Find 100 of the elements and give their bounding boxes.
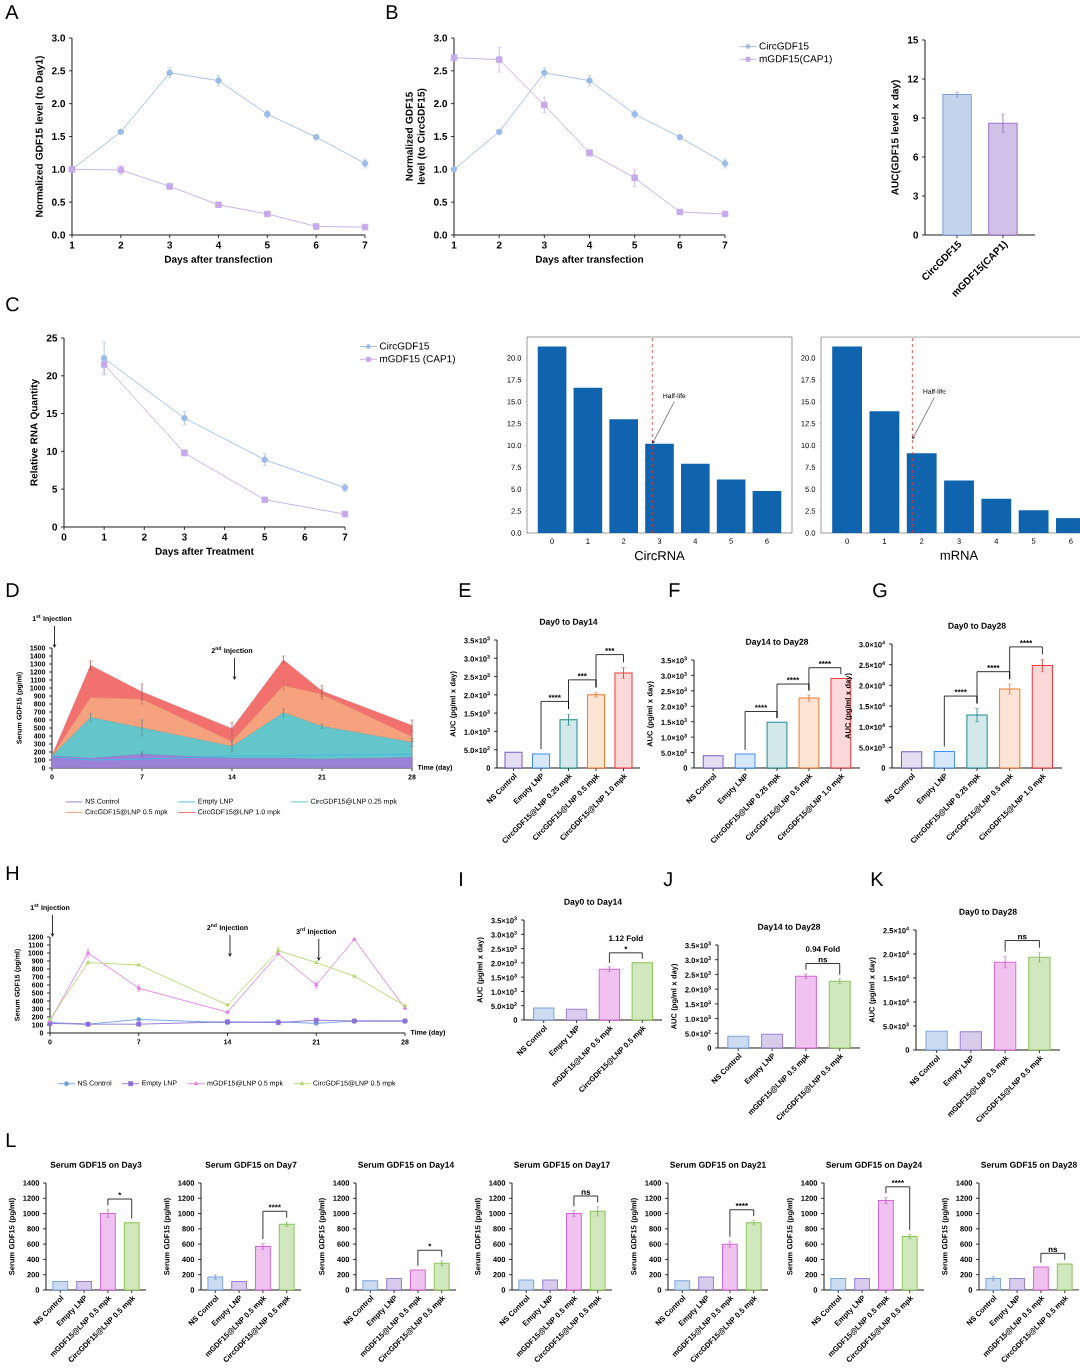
annotation: **** [268, 1204, 282, 1208]
annotation: **** [818, 661, 832, 664]
chart-title: Serum GDF15 on Day3 [50, 1161, 142, 1170]
annotation: * [428, 1243, 432, 1247]
legend-label: mGDF15 (CAP1) [380, 354, 455, 365]
annotation: **** [548, 694, 561, 698]
chart-title: Day0 to Day14 [564, 898, 623, 907]
chart-title: Serum GDF15 on Day7 [205, 1161, 297, 1170]
y-tick-label: 0.5 [51, 198, 66, 206]
chart-title: Serum GDF15 on Day24 [826, 1161, 923, 1170]
text: D [6, 583, 19, 597]
chart-title: Day0 to Day28 [948, 622, 1006, 631]
x-axis-title: Days after Treatment [155, 547, 254, 557]
x-tick-label: 2 [118, 241, 124, 249]
x-tick-label: 2 [141, 533, 147, 541]
y-tick-label: 5 [52, 485, 58, 493]
y-axis-title: AUC(GDF15 level x day) [891, 80, 901, 196]
x-tick-label: 4 [215, 241, 222, 249]
y-tick-label: 0 [52, 523, 58, 531]
text: F [669, 583, 680, 597]
chart-title: Serum GDF15 on Day14 [358, 1161, 455, 1170]
legend-label: CircGDF15 [759, 42, 809, 50]
annotation: **** [754, 704, 768, 708]
y-tick-label: 1.5 [434, 132, 448, 140]
annotation: **** [786, 677, 800, 681]
y-axis-title: Normalized GDF15 level (to Day1) [35, 56, 45, 217]
annotation: **** [735, 1203, 749, 1207]
x-tick-label: 2 [496, 241, 502, 249]
x-tick-label: 4 [221, 533, 228, 541]
x-tick-label: 1 [101, 533, 107, 541]
y-tick-label: 12 [907, 75, 919, 83]
x-axis-title: Days after transfection [535, 255, 644, 265]
y-axis-title: Relative RNA Quantity [30, 378, 40, 486]
y-tick-label: 0.0 [51, 231, 66, 239]
x-tick-label: 1 [69, 241, 75, 249]
y-tick-label: 1.0 [434, 165, 448, 173]
annotation: ns [581, 1190, 591, 1195]
y-tick-label: 25 [46, 334, 58, 342]
x-tick-label: 5 [632, 241, 638, 249]
x-tick-label: 7 [722, 241, 728, 249]
y-tick-label: 0 [913, 231, 919, 239]
y-tick-label: 0.5 [433, 198, 448, 206]
chart-title: Serum GDF15 on Day17 [514, 1161, 610, 1170]
x-tick-label: 5 [262, 533, 268, 541]
annotation: *** [605, 647, 615, 651]
x-tick-label: 3 [541, 241, 547, 249]
annotation: ns [818, 957, 828, 963]
x-tick-label: 7 [362, 241, 368, 249]
y-tick-label: 15 [907, 36, 919, 44]
annotation: **** [954, 689, 967, 693]
x-axis-title: mRNA [940, 550, 979, 560]
y-tick-label: 15 [46, 410, 58, 418]
text: **** [1019, 640, 1033, 644]
text: K [871, 872, 884, 886]
text: H [6, 866, 19, 880]
y-tick-label: 6 [913, 153, 919, 161]
legend-label: mGDF15(CAP1) [759, 54, 832, 65]
text: A [5, 5, 19, 19]
annotation: 1.12 Fold [609, 935, 643, 942]
x-tick-label: 4 [586, 241, 593, 249]
x-tick-label: 1 [451, 241, 457, 249]
y-tick-label: 0.0 [433, 231, 448, 239]
y-tick-label: 9 [913, 114, 919, 122]
x-axis-title: Days after transfection [164, 255, 273, 265]
chart-title: Day0 to Day28 [959, 908, 1017, 917]
legend-label: CircGDF15 [379, 342, 429, 350]
annotation: 0.94 Fold [805, 945, 840, 952]
y-tick-label: 3.0 [433, 34, 448, 42]
x-tick-label: 5 [264, 241, 270, 249]
text: L [6, 1133, 16, 1147]
text: E [459, 583, 471, 597]
text: C [6, 297, 19, 312]
text: I [460, 872, 462, 886]
x-tick-label: 3 [167, 241, 173, 249]
x-tick-label: 6 [313, 241, 319, 249]
annotation: * [624, 946, 628, 950]
y-tick-label: 1.5 [52, 132, 66, 140]
chart-title: Serum GDF15 on Day21 [670, 1161, 766, 1170]
annotation: ns [1048, 1247, 1058, 1253]
y-tick-label: 1.0 [52, 165, 66, 173]
y-tick-label: 2.0 [51, 100, 66, 108]
chart-title: Day14 to Day28 [758, 923, 821, 932]
y-tick-label: 2.5 [51, 67, 66, 75]
annotation: * [118, 1192, 122, 1196]
y-tick-label: 2.5 [433, 67, 448, 75]
y-tick-label: 2.0 [433, 100, 448, 108]
chart-title: Day14 to Day28 [746, 638, 809, 647]
annotation: **** [987, 664, 1000, 668]
x-tick-label: 7 [342, 533, 348, 541]
y-tick-label: 3 [913, 192, 919, 200]
x-axis-title: CircRNA [634, 550, 685, 561]
text: J [663, 872, 672, 887]
y-tick-label: 10 [46, 447, 58, 455]
y-tick-label: 20 [46, 372, 58, 380]
annotation: ns [1018, 934, 1027, 940]
annotation: **** [891, 1180, 905, 1184]
text: B [386, 5, 398, 19]
y-axis-title: Normalized GDF15 level (to CircGDF15) [405, 88, 427, 185]
chart-title: Day0 to Day14 [540, 618, 598, 627]
chart-title: Serum GDF15 on Day28 [981, 1161, 1077, 1170]
